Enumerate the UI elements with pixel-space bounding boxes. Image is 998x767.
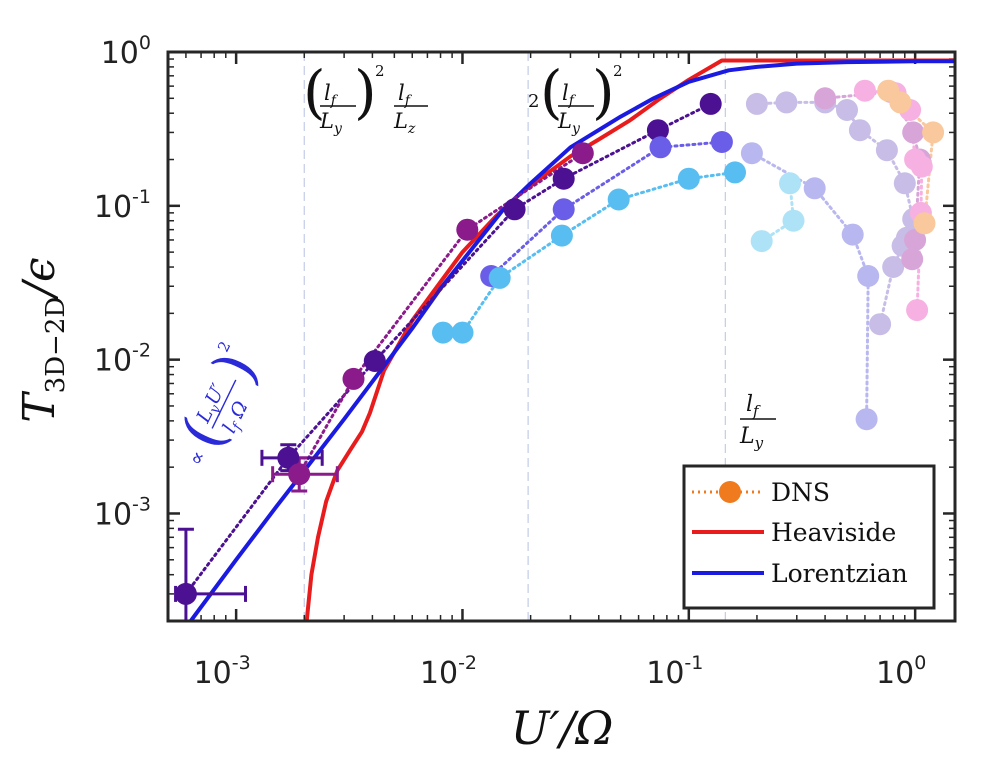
data-point-s9-6	[906, 299, 929, 322]
data-point-s7-0	[745, 92, 768, 115]
svg-text:Ly: Ly	[557, 109, 581, 137]
x-tick-label-2: 10-1	[646, 652, 703, 691]
data-point-s5-2	[779, 172, 801, 195]
data-point-s10-2	[922, 121, 945, 144]
data-point-s8-4	[904, 229, 927, 251]
data-point-s1-0	[174, 582, 197, 605]
svg-text:lf: lf	[746, 392, 761, 420]
y-tick-label-3: 100	[101, 32, 151, 71]
data-point-s9-0	[853, 79, 876, 102]
legend-label-heaviside: Heaviside	[771, 518, 896, 547]
data-point-s1-5	[646, 119, 669, 142]
data-point-s3-3	[710, 131, 733, 153]
legend-entry-lorentzian: Lorentzian	[692, 559, 908, 588]
data-point-s8-0	[814, 87, 837, 110]
reference-lines	[303, 52, 726, 621]
data-point-s4-6	[724, 161, 746, 184]
paren-right: )	[354, 58, 377, 126]
paren-left: (	[540, 58, 563, 126]
legend-label-lorentzian: Lorentzian	[771, 559, 908, 588]
svg-text:Ly: Ly	[739, 424, 764, 452]
y-tick-label-1: 10-2	[94, 340, 151, 379]
data-point-s7-11	[869, 313, 892, 336]
annotation-vline-2: 2 ( lf Ly ) 2	[528, 58, 623, 137]
data-point-s7-6	[893, 172, 916, 195]
y-tick-label-2: 10-1	[94, 186, 151, 225]
data-point-s7-1	[775, 91, 798, 114]
data-point-s6-3	[857, 265, 880, 287]
data-point-s5-1	[782, 209, 805, 232]
paren-right: )	[592, 58, 615, 126]
data-point-s9-4	[910, 155, 933, 178]
data-point-s2-1	[342, 367, 365, 390]
data-point-s4-1	[451, 321, 474, 344]
data-point-s7-5	[875, 139, 898, 162]
data-point-s6-1	[803, 177, 826, 200]
svg-text:2: 2	[613, 62, 623, 80]
x-tick-label-0: 10-3	[194, 652, 251, 691]
svg-text:T3D−2D/ϵ: T3D−2D/ϵ	[14, 257, 71, 422]
svg-text:Lz: Lz	[393, 109, 416, 137]
svg-text:2: 2	[375, 62, 385, 80]
data-point-s1-1	[277, 446, 300, 469]
legend-entry-heaviside: Heaviside	[692, 518, 896, 547]
legend-marker-dns	[719, 481, 741, 503]
data-point-s1-6	[699, 92, 722, 115]
data-point-s8-5	[901, 248, 924, 271]
legend-entry-dns: DNS	[692, 478, 830, 507]
data-point-s8-2	[902, 121, 925, 144]
data-point-s4-5	[677, 167, 700, 190]
svg-text:lf: lf	[398, 81, 413, 109]
data-point-s5-0	[750, 230, 773, 253]
svg-text:2: 2	[528, 91, 539, 112]
svg-text:Ly: Ly	[319, 109, 343, 137]
dns-series	[174, 79, 945, 621]
data-point-s3-2	[649, 136, 672, 159]
x-tick-label-1: 10-2	[420, 652, 477, 691]
data-point-s6-2	[841, 223, 864, 246]
data-point-s2-3	[571, 142, 594, 165]
paren-left: (	[303, 58, 326, 126]
x-tick-label-3: 100	[876, 652, 926, 691]
fraction-bar	[211, 379, 237, 429]
legend-label-dns: DNS	[771, 478, 830, 507]
data-point-s6-0	[740, 142, 763, 165]
annotation-vline-3: lf Ly	[739, 392, 776, 452]
y-axis-label: T3D−2D/ϵ	[14, 257, 71, 422]
data-point-s10-3	[913, 212, 936, 235]
data-point-s2-2	[456, 218, 479, 241]
y-tick-label-0: 10-3	[94, 493, 151, 532]
data-point-s4-0	[432, 321, 454, 344]
data-point-s10-1	[889, 91, 912, 114]
x-axis-label: U′/Ω	[511, 701, 614, 755]
svg-text:U′/Ω: U′/Ω	[511, 701, 614, 755]
data-point-s1-3	[503, 198, 526, 221]
data-point-s4-4	[607, 188, 630, 211]
axis-ticks: 10-3 10-2 10-1 100 10-3 10-2 10-1 100	[94, 32, 955, 691]
data-point-s1-4	[552, 167, 575, 190]
svg-text:lf: lf	[562, 81, 577, 109]
data-point-s4-3	[550, 224, 573, 247]
line-lorentzian	[189, 59, 955, 621]
data-point-s7-3	[836, 99, 858, 121]
data-point-s4-2	[488, 266, 511, 289]
annotation-vline-1: ( lf Ly ) 2 lf Lz	[303, 58, 428, 137]
data-point-s7-4	[848, 119, 871, 142]
legend: DNS Heaviside Lorentzian	[682, 464, 936, 610]
plot-frame	[166, 50, 957, 623]
data-point-s2-0	[288, 463, 311, 486]
series-line-2	[297, 151, 585, 476]
series-line-3	[489, 140, 724, 278]
data-point-s3-1	[552, 198, 575, 221]
svg-text:lf: lf	[324, 81, 339, 109]
data-point-s1-2	[363, 350, 386, 372]
data-point-s6-4	[855, 408, 878, 431]
data-point-s7-10	[882, 256, 905, 278]
